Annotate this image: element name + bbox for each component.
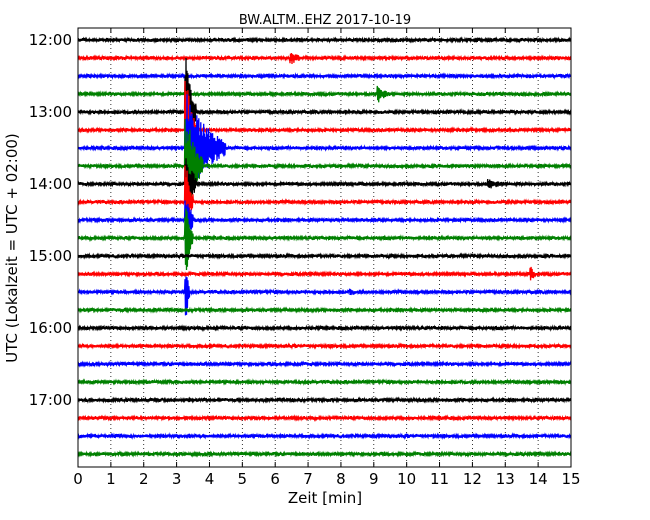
y-tick-label-15:00: 15:00 [29,247,72,265]
trace-2 [78,72,571,80]
x-tick-label-14: 14 [529,470,548,488]
x-tick-label-0: 0 [73,470,83,488]
x-tick-label-13: 13 [496,470,515,488]
y-axis-label: UTC (Lokalzeit = UTC + 02:00) [3,133,21,363]
trace-0 [78,36,571,44]
y-tick-label-14:00: 14:00 [29,175,72,193]
trace-1 [78,52,571,65]
trace-13 [78,266,571,281]
trace-20 [78,396,571,404]
trace-17 [78,342,571,351]
plot-frame [77,27,572,468]
y-tick-label-16:00: 16:00 [29,319,72,337]
trace-8 [78,158,571,221]
x-tick-label-8: 8 [336,470,346,488]
x-axis-ticks: 0 1 2 3 4 5 6 7 8 9 10 11 12 13 14 15 [73,28,581,488]
x-axis-label: Zeit [min] [288,489,362,507]
trace-3 [78,85,571,103]
trace-6 [78,94,571,193]
x-tick-label-12: 12 [463,470,482,488]
traces [78,36,571,458]
trace-7 [78,118,571,206]
x-tick-label-6: 6 [270,470,280,488]
trace-12 [78,252,571,261]
x-tick-label-11: 11 [430,470,449,488]
x-tick-label-10: 10 [397,470,416,488]
trace-19 [78,378,571,386]
trace-14 [78,276,571,316]
y-axis-ticks: 12:00 13:00 14:00 15:00 16:00 17:00 [29,31,571,409]
y-tick-label-13:00: 13:00 [29,103,72,121]
x-tick-label-3: 3 [172,470,182,488]
chart-title: BW.ALTM..EHZ 2017-10-19 [239,13,411,28]
x-tick-label-4: 4 [205,470,215,488]
trace-16 [78,324,571,332]
trace-22 [78,432,571,441]
y-tick-label-12:00: 12:00 [29,31,72,49]
trace-10 [78,200,571,250]
trace-11 [78,208,571,271]
x-tick-label-1: 1 [106,470,116,488]
x-tick-label-15: 15 [561,470,580,488]
y-tick-label-17:00: 17:00 [29,391,72,409]
trace-23 [78,450,571,458]
trace-4 [78,58,571,154]
x-tick-label-7: 7 [303,470,313,488]
trace-5 [78,80,571,163]
x-tick-label-2: 2 [139,470,149,488]
x-tick-label-9: 9 [369,470,379,488]
x-tick-label-5: 5 [238,470,248,488]
trace-21 [78,414,571,422]
trace-9 [78,165,571,237]
trace-15 [78,306,571,314]
trace-18 [78,360,571,368]
